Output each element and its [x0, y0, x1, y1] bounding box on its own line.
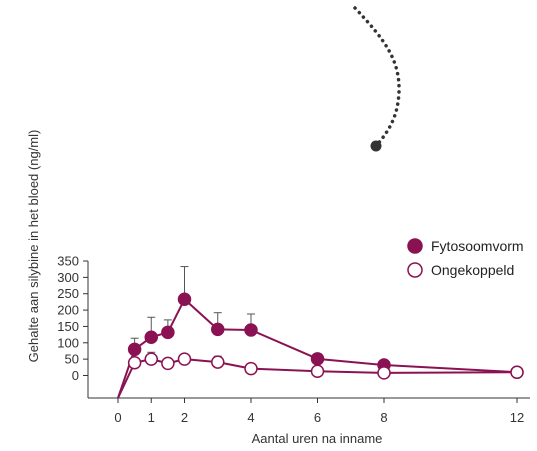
- data-point-open: [127, 355, 142, 370]
- series-line-0: [117, 298, 518, 399]
- data-point-open: [510, 365, 524, 379]
- y-axis-title: Gehalte aan silybine in het bloed (ng/ml…: [26, 130, 41, 363]
- data-point-filled: [310, 352, 325, 366]
- data-point-open: [211, 355, 225, 369]
- dotted-curve-decoration: [353, 6, 401, 152]
- data-point-filled: [127, 342, 142, 357]
- legend-label: Ongekoppeld: [431, 262, 514, 278]
- data-point-filled: [244, 323, 258, 337]
- data-point-filled: [211, 322, 225, 337]
- x-tick-label: 4: [247, 410, 254, 425]
- data-point-filled: [161, 325, 175, 340]
- data-point-open: [310, 364, 325, 378]
- y-tick-label: 250: [57, 286, 79, 301]
- legend-marker: [407, 238, 423, 254]
- x-axis-title: Aantal uren na inname: [252, 431, 383, 446]
- data-point-open: [177, 352, 192, 366]
- dotted-curve-end-dot: [370, 140, 382, 152]
- legend-label: Fytosoomvorm: [431, 238, 524, 254]
- legend: Fytosoomvorm Ongekoppeld: [407, 238, 524, 278]
- data-point-filled: [177, 292, 192, 307]
- series-line-1: [117, 358, 518, 399]
- dotted-curve: [353, 6, 401, 148]
- legend-marker: [407, 262, 423, 278]
- data-point-filled: [144, 330, 158, 344]
- y-tick-label: 350: [57, 254, 79, 269]
- x-tick-label: 12: [510, 410, 524, 425]
- y-tick-label: 200: [57, 303, 79, 318]
- data-point-open: [377, 366, 391, 380]
- x-tick-label: 1: [148, 410, 155, 425]
- y-tick-label: 50: [65, 352, 79, 367]
- x-tick-label: 0: [114, 410, 121, 425]
- data-point-open: [244, 361, 258, 376]
- data-point-open: [144, 352, 158, 366]
- y-tick-label: 150: [57, 319, 79, 334]
- x-tick-label: 2: [181, 410, 188, 425]
- y-tick-label: 300: [57, 270, 79, 285]
- data-points: [127, 292, 524, 380]
- x-tick-label: 6: [314, 410, 321, 425]
- x-tick-label: 8: [380, 410, 387, 425]
- series-lines: [117, 298, 518, 399]
- data-point-open: [161, 356, 175, 371]
- y-tick-label: 0: [72, 368, 79, 383]
- y-tick-label: 100: [57, 335, 79, 350]
